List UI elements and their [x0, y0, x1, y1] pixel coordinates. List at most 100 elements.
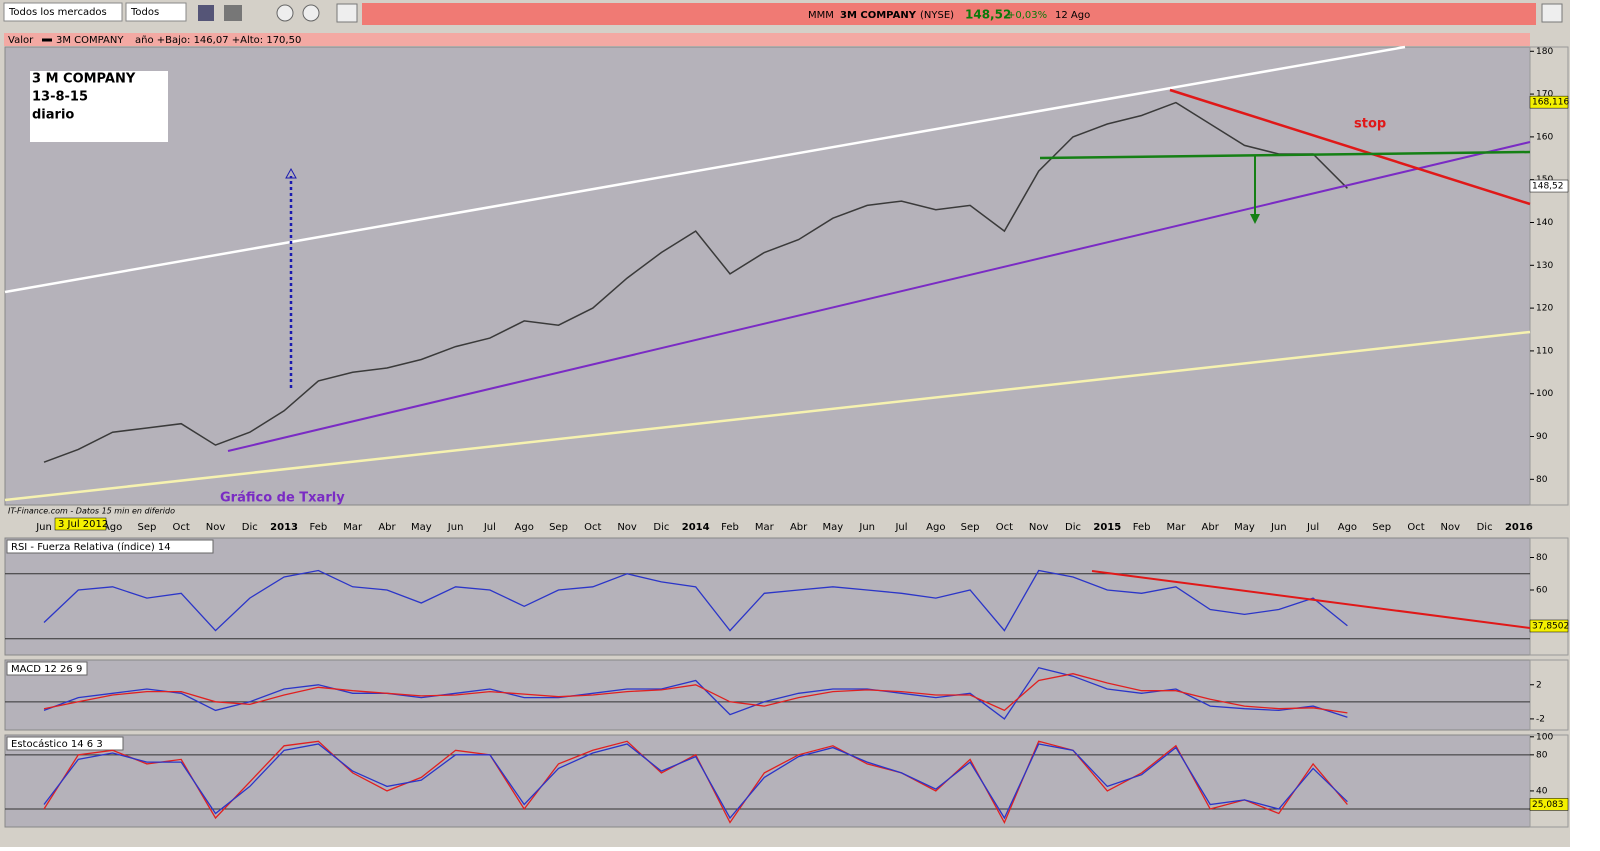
source-label: IT-Finance.com - Datos 15 min en diferid…	[8, 507, 175, 516]
x-tick-label: Abr	[1202, 522, 1220, 533]
y-tick-label: 170	[1536, 90, 1553, 100]
x-tick-label: May	[411, 522, 432, 533]
panel-title: RSI - Fuerza Relativa (índice) 14	[11, 541, 171, 553]
resistance-line	[1169, 88, 1531, 206]
x-tick-label: Feb	[310, 522, 328, 533]
price-label: 168,116	[1532, 98, 1569, 108]
type-select[interactable]	[125, 2, 187, 22]
ticker-name: 3M COMPANY	[840, 10, 917, 21]
price-label: 148,52	[1532, 182, 1564, 192]
x-tick-label: May	[823, 522, 844, 533]
market-select[interactable]	[3, 2, 123, 22]
y-tick-label: 180	[1536, 47, 1553, 57]
neckline	[1039, 150, 1531, 160]
x-tick-label: Dic	[1065, 522, 1081, 533]
x-tick-label: Oct	[584, 522, 601, 533]
x-tick-label: Oct	[173, 522, 190, 533]
chart-button[interactable]	[336, 3, 358, 23]
x-tick-label: Oct	[996, 522, 1013, 533]
ticker-date: 12 Ago	[1055, 10, 1090, 21]
plot-area	[4, 659, 1531, 731]
x-tick-label: Jun	[858, 522, 875, 533]
right-axis	[1529, 46, 1569, 506]
x-tick-label: Sep	[961, 522, 980, 533]
y-tick-label: 80	[1536, 750, 1548, 760]
note-line: diario	[32, 108, 74, 123]
ticker-bar	[362, 3, 1536, 25]
chart-header	[4, 33, 1530, 46]
panel-title-box	[6, 661, 88, 676]
x-tick-label: Mar	[1166, 522, 1186, 533]
x-tick-label: Sep	[549, 522, 568, 533]
y-tick-label: -2	[1536, 714, 1545, 724]
chart-title: Valor	[8, 35, 34, 46]
panel-title-box	[6, 736, 124, 751]
projection-arrow-head	[285, 167, 297, 179]
chart-subtitle: año +Bajo: 146,07 +Alto: 170,50	[135, 35, 301, 46]
note-line: 13-8-15	[32, 90, 88, 105]
x-tick-label: Jul	[894, 522, 907, 533]
x-tick-label: Nov	[617, 522, 637, 533]
date-marker-text: 3 Jul 2012	[58, 519, 108, 530]
rsi-trendline	[1091, 570, 1531, 629]
x-tick-label: 2014	[682, 522, 710, 533]
x-tick-label: Dic	[653, 522, 669, 533]
x-tick-label: Feb	[721, 522, 739, 533]
market-select-text: Todos los mercados	[8, 7, 107, 18]
x-tick-label: Sep	[137, 522, 156, 533]
plot-area	[4, 46, 1531, 506]
y-tick-label: 90	[1536, 432, 1548, 442]
y-tick-label: 60	[1536, 586, 1548, 596]
x-tick-label: May	[1234, 522, 1255, 533]
x-tick-label: Jul	[483, 522, 496, 533]
x-tick-label: Oct	[1407, 522, 1424, 533]
print-button[interactable]	[224, 5, 242, 21]
x-tick-label: Nov	[1441, 522, 1461, 533]
y-tick-label: 2	[1536, 680, 1542, 690]
y-tick-label: 80	[1536, 553, 1548, 563]
series-line	[43, 666, 1348, 720]
value-label-box	[1529, 798, 1569, 811]
plot-area	[4, 537, 1531, 656]
right-axis	[1529, 659, 1569, 731]
x-tick-label: Nov	[1029, 522, 1049, 533]
target-arrow-head	[1250, 214, 1260, 224]
value-label: 37,8502	[1532, 621, 1569, 631]
y-tick-label: 80	[1536, 475, 1548, 485]
x-tick-label: Ago	[1338, 522, 1357, 533]
channel-top	[4, 45, 1406, 294]
y-tick-label: 160	[1536, 132, 1553, 142]
x-tick-label: Jun	[35, 522, 52, 533]
x-tick-label: Dic	[242, 522, 258, 533]
x-tick-label: Jul	[1306, 522, 1319, 533]
value-label: 25,083	[1532, 800, 1564, 810]
y-tick-label: 100	[1536, 732, 1553, 742]
price-label-box	[1529, 95, 1569, 109]
right-axis	[1529, 734, 1569, 828]
note-line: 3 M COMPANY	[32, 72, 136, 87]
author-label: Gráfico de Txarly	[220, 491, 345, 506]
x-tick-label: Ago	[103, 522, 122, 533]
x-tick-label: Jun	[1270, 522, 1287, 533]
info-button[interactable]	[302, 4, 320, 22]
value-label-box	[1529, 619, 1569, 633]
x-tick-label: Sep	[1372, 522, 1391, 533]
x-tick-label: Ago	[926, 522, 945, 533]
right-axis	[1529, 537, 1569, 656]
save-button[interactable]	[198, 5, 214, 21]
ticker-exchange: (NYSE)	[920, 10, 954, 21]
y-tick-label: 120	[1536, 304, 1553, 314]
export-button[interactable]	[1541, 3, 1563, 23]
ticker-price: 148,52	[965, 8, 1011, 22]
x-tick-label: Jun	[447, 522, 464, 533]
x-tick-label: Abr	[378, 522, 396, 533]
series-line	[43, 101, 1348, 463]
series-line	[43, 743, 1348, 820]
x-tick-label: Abr	[790, 522, 808, 533]
x-tick-label: 2013	[270, 522, 298, 533]
series-line	[43, 673, 1348, 714]
help-button[interactable]	[276, 4, 294, 22]
series-line	[43, 569, 1348, 632]
